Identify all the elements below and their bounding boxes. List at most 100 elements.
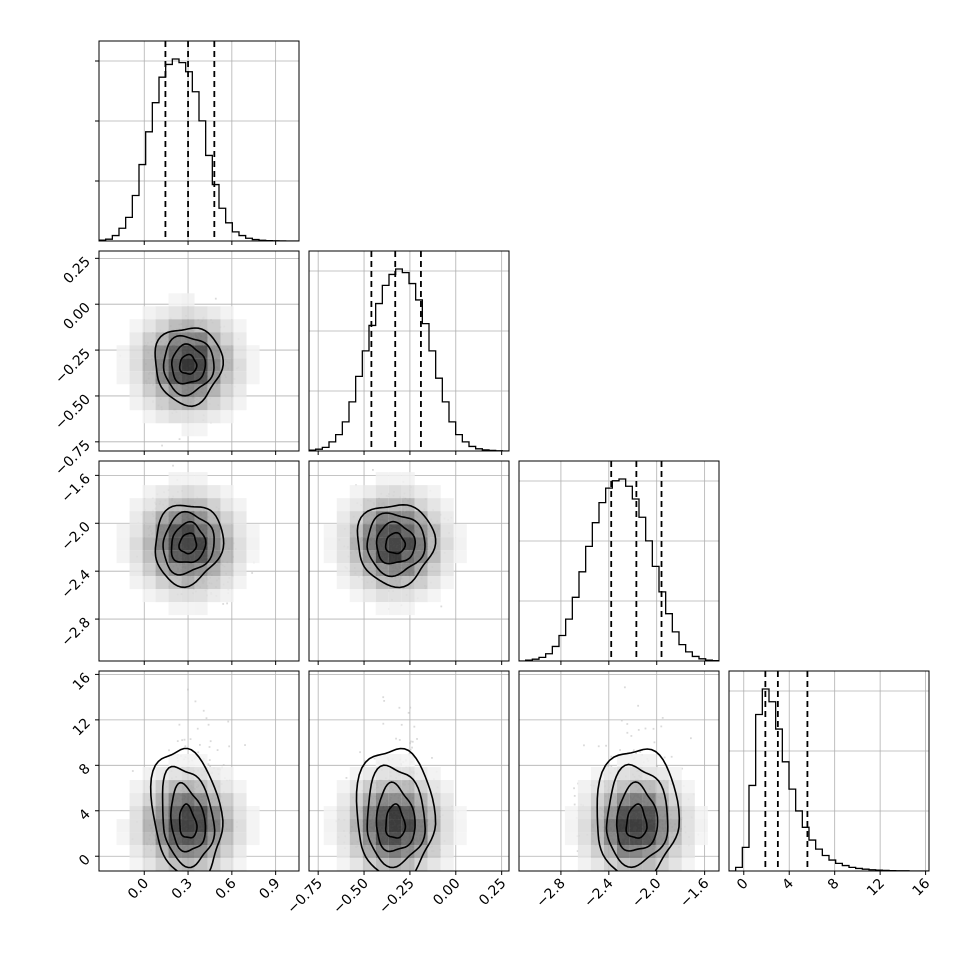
scatter-point <box>161 444 163 447</box>
density-cell <box>168 793 182 807</box>
density-cell <box>142 371 156 385</box>
panel-3-1-plot-area <box>309 663 509 871</box>
y-tick-label: 0 <box>76 852 94 870</box>
density-cell <box>116 832 130 846</box>
density-cell <box>375 602 389 616</box>
density-cell <box>155 384 169 398</box>
density-cell <box>155 332 169 346</box>
contour-line <box>162 510 215 576</box>
density-cell <box>155 358 169 372</box>
density-cell <box>129 498 143 512</box>
scatter-point <box>411 746 413 749</box>
scatter-point <box>226 602 229 605</box>
density-cell <box>129 858 143 871</box>
density-cell <box>362 563 376 577</box>
density-cell <box>181 472 195 486</box>
density-cell <box>336 511 350 525</box>
density-cell <box>349 589 363 603</box>
density-cell <box>233 806 247 820</box>
density-cell <box>414 498 428 512</box>
histogram-step <box>309 268 509 451</box>
density-cell <box>349 485 363 499</box>
density-cell <box>233 524 247 538</box>
scatter-point <box>189 738 192 741</box>
density-cell <box>194 576 208 590</box>
density-cell <box>194 793 208 807</box>
density-cell <box>233 332 247 346</box>
density-cell <box>362 576 376 590</box>
density-cell <box>181 306 195 320</box>
density-cell <box>142 858 156 871</box>
density-cell <box>233 498 247 512</box>
scatter-point <box>373 757 376 760</box>
scatter-point <box>409 706 412 709</box>
scatter-point <box>131 770 134 772</box>
density-cell <box>155 576 169 590</box>
density-cell <box>207 563 221 577</box>
density-cell <box>142 511 156 525</box>
y-tick-label: 4 <box>76 806 94 824</box>
density-cell <box>168 524 182 538</box>
density-cell <box>362 498 376 512</box>
density-cell <box>156 871 169 884</box>
y-tick-label: 0.00 <box>60 300 93 333</box>
density-cells <box>116 754 260 884</box>
density-cell <box>220 563 234 577</box>
density-cell <box>181 293 195 307</box>
density-cells <box>116 472 260 616</box>
contour-line <box>366 512 426 578</box>
density-cell <box>427 550 441 564</box>
contour-line <box>375 520 416 565</box>
density-cell <box>194 602 208 616</box>
density-cell <box>181 498 195 512</box>
density-cell <box>349 563 363 577</box>
density-cell <box>246 371 260 385</box>
density-cell <box>246 537 260 551</box>
density-cell <box>181 358 195 372</box>
density-cell <box>207 767 221 781</box>
x-tick-label: 12 <box>864 876 888 900</box>
density-cell <box>195 871 208 884</box>
scatter-point <box>382 722 385 725</box>
density-cell <box>129 332 143 346</box>
density-cell <box>246 819 260 833</box>
density-cell <box>375 472 389 486</box>
density-cell <box>401 472 415 486</box>
scatter-point <box>228 745 231 748</box>
contour-line <box>178 532 198 555</box>
scatter-point <box>172 464 174 467</box>
density-cell <box>181 754 195 768</box>
density-cell <box>168 319 182 333</box>
density-cell <box>142 589 156 603</box>
density-cell <box>168 754 182 768</box>
panel-3-0-plot-area <box>99 671 299 884</box>
density-cell <box>207 576 221 590</box>
histogram-step <box>729 688 929 871</box>
panel-3-1: −0.75 −0.50 −0.25 0.00 0.25 <box>284 663 510 917</box>
y-tick-label: −0.25 <box>52 346 94 388</box>
density-cell <box>440 563 454 577</box>
density-cell <box>129 832 143 846</box>
contour-line <box>161 765 216 869</box>
density-cell <box>220 306 234 320</box>
scatter-point <box>431 756 433 759</box>
scatter-point <box>194 700 197 703</box>
density-cell <box>362 589 376 603</box>
scatter-point <box>176 740 179 742</box>
density-cell <box>233 576 247 590</box>
scatter-point <box>416 738 418 740</box>
density-cell <box>142 550 156 564</box>
scatter-point <box>409 740 412 743</box>
density-cell <box>194 345 208 359</box>
density-cell <box>362 485 376 499</box>
density-cell <box>375 563 389 577</box>
density-cell <box>427 511 441 525</box>
density-cell <box>129 371 143 385</box>
scatter-point <box>392 663 394 665</box>
scatter-point <box>208 746 211 748</box>
density-cell <box>181 780 195 794</box>
density-cell <box>220 498 234 512</box>
density-cell <box>220 832 234 846</box>
density-cell <box>220 576 234 590</box>
